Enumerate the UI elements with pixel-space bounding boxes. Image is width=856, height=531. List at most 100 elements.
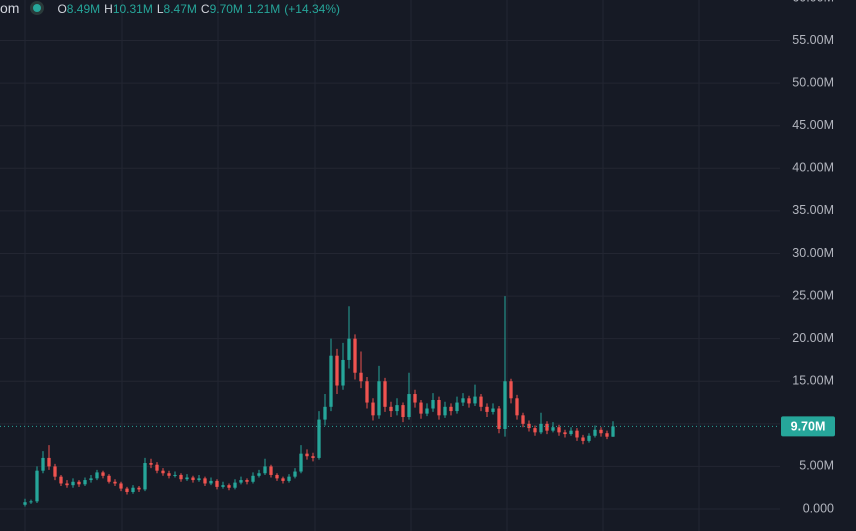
candle-body bbox=[323, 406, 327, 420]
candle-body bbox=[77, 481, 81, 485]
candle-body bbox=[353, 338, 357, 373]
candle-body bbox=[341, 359, 345, 386]
ohlc-legend: om O8.49M H10.31M L8.47M C9.70M 1.21M (+14.34%… bbox=[0, 0, 344, 16]
candle-body bbox=[557, 427, 561, 433]
candle-body bbox=[515, 398, 519, 416]
candle-body bbox=[125, 488, 129, 492]
y-tick-label: 20.00M bbox=[792, 331, 834, 345]
candle-body bbox=[119, 483, 123, 489]
candle-body bbox=[479, 396, 483, 407]
candle-body bbox=[209, 480, 213, 484]
candle-body bbox=[245, 480, 249, 482]
candle-body bbox=[293, 471, 297, 477]
legend-key: H bbox=[104, 2, 113, 16]
candle-body bbox=[137, 487, 141, 490]
candle-body bbox=[461, 398, 465, 403]
candle-body bbox=[143, 463, 147, 490]
candle-body bbox=[455, 402, 459, 412]
candle-body bbox=[59, 476, 63, 484]
candle-body bbox=[161, 470, 165, 474]
candle-body bbox=[611, 426, 615, 437]
candle-body bbox=[383, 381, 387, 407]
candle-body bbox=[437, 399, 441, 416]
candle-body bbox=[593, 429, 597, 436]
candle-body bbox=[305, 453, 309, 457]
y-tick-label: 25.00M bbox=[792, 288, 834, 302]
candle-body bbox=[197, 478, 201, 481]
legend-value: 10.31M bbox=[112, 2, 153, 16]
change: 1.21M bbox=[246, 2, 281, 16]
candle-body bbox=[35, 470, 39, 502]
candle-body bbox=[605, 433, 609, 437]
candle-body bbox=[281, 478, 285, 481]
candle-body bbox=[335, 355, 339, 386]
candle-body bbox=[329, 355, 333, 407]
candle-body bbox=[179, 474, 183, 480]
last-price-label: 9.70M bbox=[791, 420, 826, 434]
symbol: om bbox=[0, 0, 20, 16]
candle-body bbox=[581, 437, 585, 441]
candle-body bbox=[173, 474, 177, 476]
candle-body bbox=[71, 481, 75, 486]
candle-body bbox=[107, 475, 111, 482]
candle-body bbox=[83, 480, 87, 485]
candle-body bbox=[203, 478, 207, 484]
candle-body bbox=[317, 419, 321, 458]
candle-body bbox=[467, 398, 471, 404]
candle-body bbox=[191, 477, 195, 481]
candle-body bbox=[185, 477, 189, 480]
candle-body bbox=[233, 482, 237, 488]
legend-value: 9.70M bbox=[209, 2, 243, 16]
candle-body bbox=[509, 381, 513, 399]
y-tick-label: 5.00M bbox=[799, 459, 834, 473]
candle-body bbox=[269, 466, 273, 475]
y-tick-label: 0.000 bbox=[803, 501, 834, 515]
candle-body bbox=[287, 476, 291, 481]
candle-body bbox=[563, 432, 567, 435]
status-dot bbox=[33, 4, 42, 12]
candle-body bbox=[545, 423, 549, 431]
candle-body bbox=[89, 478, 93, 481]
candle-body bbox=[449, 406, 453, 412]
candle-body bbox=[551, 427, 555, 431]
candle-body bbox=[443, 406, 447, 416]
candle-body bbox=[533, 428, 537, 433]
candle-body bbox=[419, 402, 423, 414]
candle-body bbox=[101, 472, 105, 476]
candle-body bbox=[413, 394, 417, 403]
last-price-box bbox=[781, 416, 835, 437]
candle-body bbox=[431, 399, 435, 409]
candle-body bbox=[497, 408, 501, 429]
y-tick-label: 35.00M bbox=[792, 203, 834, 217]
candle-body bbox=[149, 463, 153, 465]
candle-body bbox=[485, 406, 489, 412]
candle-body bbox=[587, 435, 591, 441]
candle-body bbox=[53, 466, 57, 477]
candle-body bbox=[311, 456, 315, 458]
candle-body bbox=[539, 423, 543, 433]
legend-key: L bbox=[156, 2, 164, 16]
candle-body bbox=[365, 381, 369, 403]
candle-body bbox=[599, 429, 603, 434]
candle-body bbox=[95, 472, 99, 479]
legend-value: 8.49M bbox=[66, 2, 101, 16]
candle-body bbox=[221, 485, 225, 487]
candle-body bbox=[473, 396, 477, 404]
change-pct: (+14.34%) bbox=[284, 2, 340, 16]
candle-body bbox=[167, 473, 171, 476]
candle-body bbox=[425, 408, 429, 414]
candle-body bbox=[65, 483, 69, 486]
candle-body bbox=[299, 453, 303, 472]
candle-body bbox=[359, 372, 363, 382]
candle-body bbox=[239, 480, 243, 483]
candle-body bbox=[347, 338, 351, 360]
candle-body bbox=[407, 394, 411, 418]
candle-body bbox=[395, 405, 399, 412]
candle-body bbox=[569, 430, 573, 435]
candle-body bbox=[521, 415, 525, 424]
y-tick-label: 50.00M bbox=[792, 75, 834, 89]
candle-body bbox=[389, 406, 393, 412]
candle-body bbox=[503, 381, 507, 429]
